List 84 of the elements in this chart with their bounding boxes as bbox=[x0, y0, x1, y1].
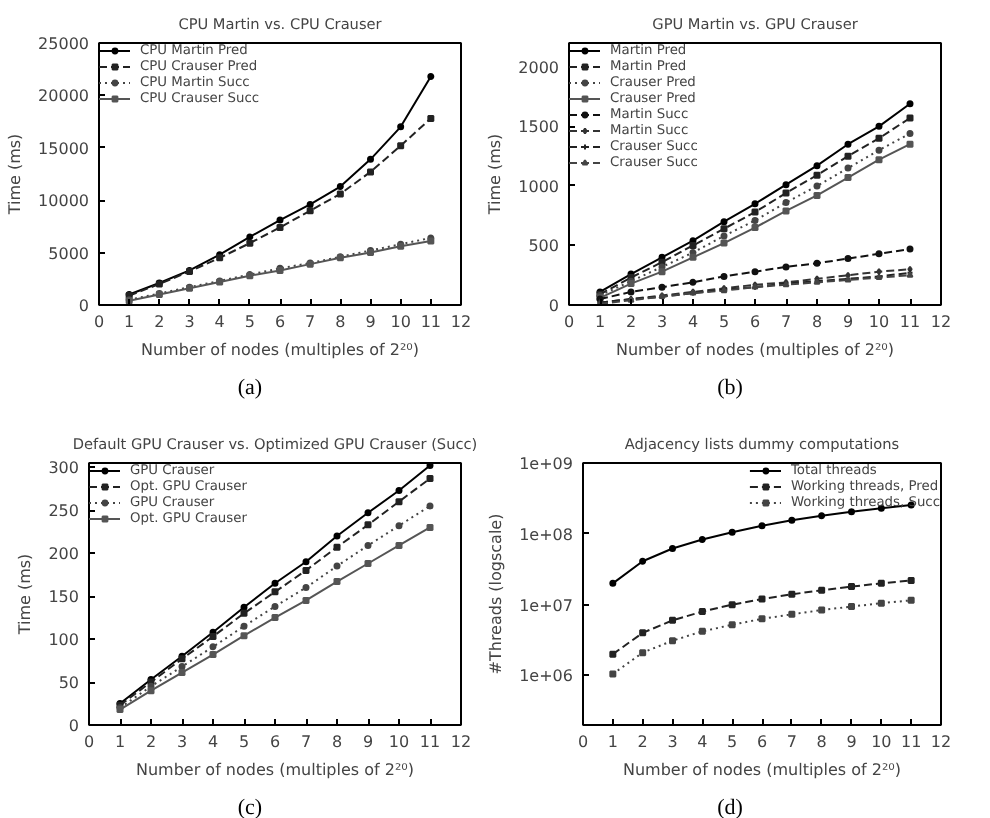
x-tick-label: 4 bbox=[697, 733, 708, 751]
x-tick-label: 5 bbox=[718, 313, 730, 331]
x-tick-label: 4 bbox=[214, 313, 225, 331]
x-tick-label: 7 bbox=[300, 733, 312, 751]
y-tick-label: 1e+07 bbox=[519, 596, 574, 615]
x-tick-label: 1 bbox=[607, 733, 618, 751]
y-tick-label: 300 bbox=[48, 459, 80, 478]
x-axis-title: Number of nodes (multiples of 2²⁰) bbox=[141, 341, 420, 359]
y-tick-label: 2000 bbox=[518, 58, 559, 77]
y-tick-label: 10000 bbox=[38, 192, 90, 211]
x-tick-label: 9 bbox=[365, 313, 376, 331]
x-tick-label: 12 bbox=[450, 313, 472, 331]
x-tick-label: 8 bbox=[331, 733, 343, 751]
x-tick-label: 2 bbox=[154, 313, 165, 331]
x-tick-label: 3 bbox=[656, 313, 668, 331]
y-axis-title: #Threads (logscale) bbox=[487, 513, 506, 675]
x-tick-label: 11 bbox=[899, 313, 921, 331]
x-tick-label: 5 bbox=[727, 733, 738, 751]
x-tick-label: 12 bbox=[930, 733, 952, 751]
x-tick-label: 4 bbox=[207, 733, 219, 751]
y-tick-label: 250 bbox=[48, 502, 80, 521]
text: (a) bbox=[237, 374, 263, 404]
x-tick-label: 5 bbox=[244, 313, 255, 331]
y-tick-label: 0 bbox=[548, 297, 560, 315]
x-tick-label: 7 bbox=[780, 313, 792, 331]
x-tick-label: 12 bbox=[450, 733, 472, 751]
x-tick-label: 0 bbox=[577, 733, 589, 751]
x-tick-label: 2 bbox=[145, 733, 157, 751]
x-axis-title: Number of nodes (multiples of 2²⁰) bbox=[136, 761, 415, 779]
x-tick-label: 10 bbox=[388, 733, 410, 751]
x-tick-label: 9 bbox=[842, 313, 854, 331]
y-tick-label: 1e+08 bbox=[519, 525, 574, 544]
y-axis-title: Time (ms) bbox=[16, 553, 35, 637]
x-tick-label: 1 bbox=[124, 313, 135, 331]
y-tick-label: 0 bbox=[78, 297, 90, 315]
text: (b) bbox=[717, 374, 743, 404]
x-tick-label: 6 bbox=[269, 733, 281, 751]
x-tick-label: 2 bbox=[637, 733, 648, 751]
x-tick-label: 8 bbox=[811, 313, 823, 331]
x-tick-label: 8 bbox=[335, 313, 346, 331]
text: (c) bbox=[237, 794, 263, 818]
y-tick-label: 0 bbox=[68, 717, 80, 735]
x-tick-label: 1 bbox=[594, 313, 606, 331]
y-tick-label: 1e+06 bbox=[519, 667, 574, 686]
y-tick-label: 100 bbox=[48, 631, 80, 650]
y-tick-label: 1500 bbox=[518, 118, 559, 137]
y-axis-title: Time (ms) bbox=[486, 133, 505, 217]
x-tick-label: 2 bbox=[625, 313, 637, 331]
y-tick-label: 1000 bbox=[518, 177, 559, 196]
y-tick-label: 20000 bbox=[38, 87, 90, 106]
x-tick-label: 10 bbox=[390, 313, 411, 331]
x-tick-label: 6 bbox=[749, 313, 761, 331]
x-tick-label: 9 bbox=[846, 733, 857, 751]
y-tick-label: 200 bbox=[48, 545, 80, 564]
x-tick-label: 10 bbox=[868, 313, 890, 331]
y-tick-label: 150 bbox=[48, 588, 80, 607]
x-tick-label: 10 bbox=[871, 733, 892, 751]
x-tick-label: 3 bbox=[176, 733, 188, 751]
x-tick-label: 11 bbox=[900, 733, 922, 751]
x-tick-label: 11 bbox=[420, 313, 442, 331]
y-axis-title: Time (ms) bbox=[6, 133, 25, 217]
text: (d) bbox=[717, 794, 743, 818]
x-axis-title: Number of nodes (multiples of 2²⁰) bbox=[623, 761, 902, 779]
y-tick-label: 15000 bbox=[38, 139, 90, 158]
x-tick-label: 12 bbox=[930, 313, 952, 331]
x-tick-label: 4 bbox=[687, 313, 699, 331]
y-tick-label: 1e+09 bbox=[519, 455, 574, 473]
x-tick-label: 7 bbox=[305, 313, 316, 331]
y-tick-label: 5000 bbox=[48, 244, 89, 263]
x-tick-label: 8 bbox=[816, 733, 827, 751]
y-tick-label: 500 bbox=[528, 237, 560, 256]
x-tick-label: 9 bbox=[362, 733, 374, 751]
x-tick-label: 7 bbox=[786, 733, 797, 751]
y-tick-label: 50 bbox=[58, 674, 80, 693]
x-tick-label: 3 bbox=[667, 733, 678, 751]
x-tick-label: 11 bbox=[419, 733, 441, 751]
y-tick-label: 25000 bbox=[38, 35, 90, 53]
x-tick-label: 0 bbox=[93, 313, 105, 331]
x-tick-label: 1 bbox=[114, 733, 126, 751]
x-tick-label: 6 bbox=[274, 313, 286, 331]
x-tick-label: 3 bbox=[184, 313, 195, 331]
x-tick-label: 6 bbox=[756, 733, 768, 751]
x-tick-label: 5 bbox=[238, 733, 250, 751]
x-axis-title: Number of nodes (multiples of 2²⁰) bbox=[616, 341, 895, 359]
